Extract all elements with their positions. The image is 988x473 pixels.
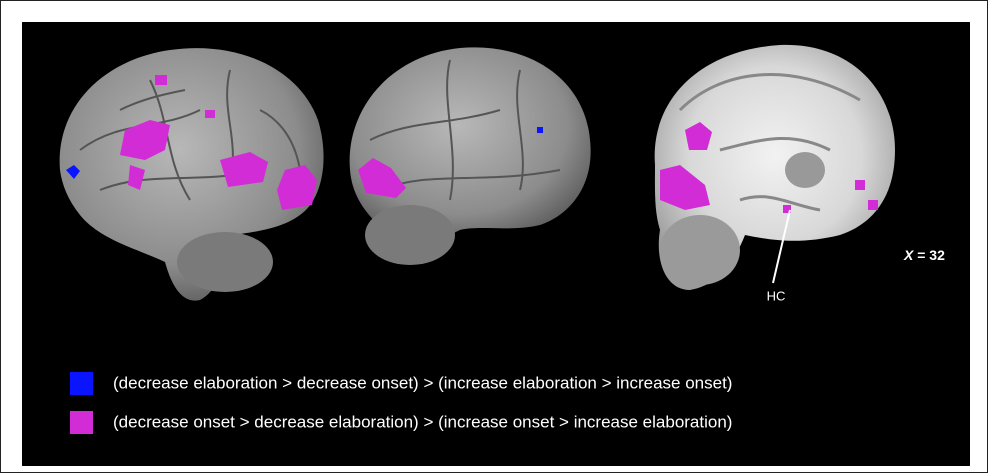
- legend-swatch: [70, 411, 93, 434]
- slice-value: = 32: [917, 247, 945, 263]
- legend-label: (decrease onset > decrease elaboration) …: [113, 412, 732, 431]
- brain-left-lateral: [59, 48, 324, 301]
- slice-label: X = 32: [903, 247, 945, 263]
- slice-axis: X: [903, 247, 915, 263]
- legend-label: (decrease elaboration > decrease onset) …: [113, 373, 732, 392]
- brain-right-lateral: [349, 47, 591, 265]
- hc-label: HC: [767, 288, 786, 303]
- legend: (decrease elaboration > decrease onset) …: [70, 372, 732, 434]
- brain-sagittal-slice: [654, 44, 895, 290]
- legend-swatch: [70, 372, 93, 395]
